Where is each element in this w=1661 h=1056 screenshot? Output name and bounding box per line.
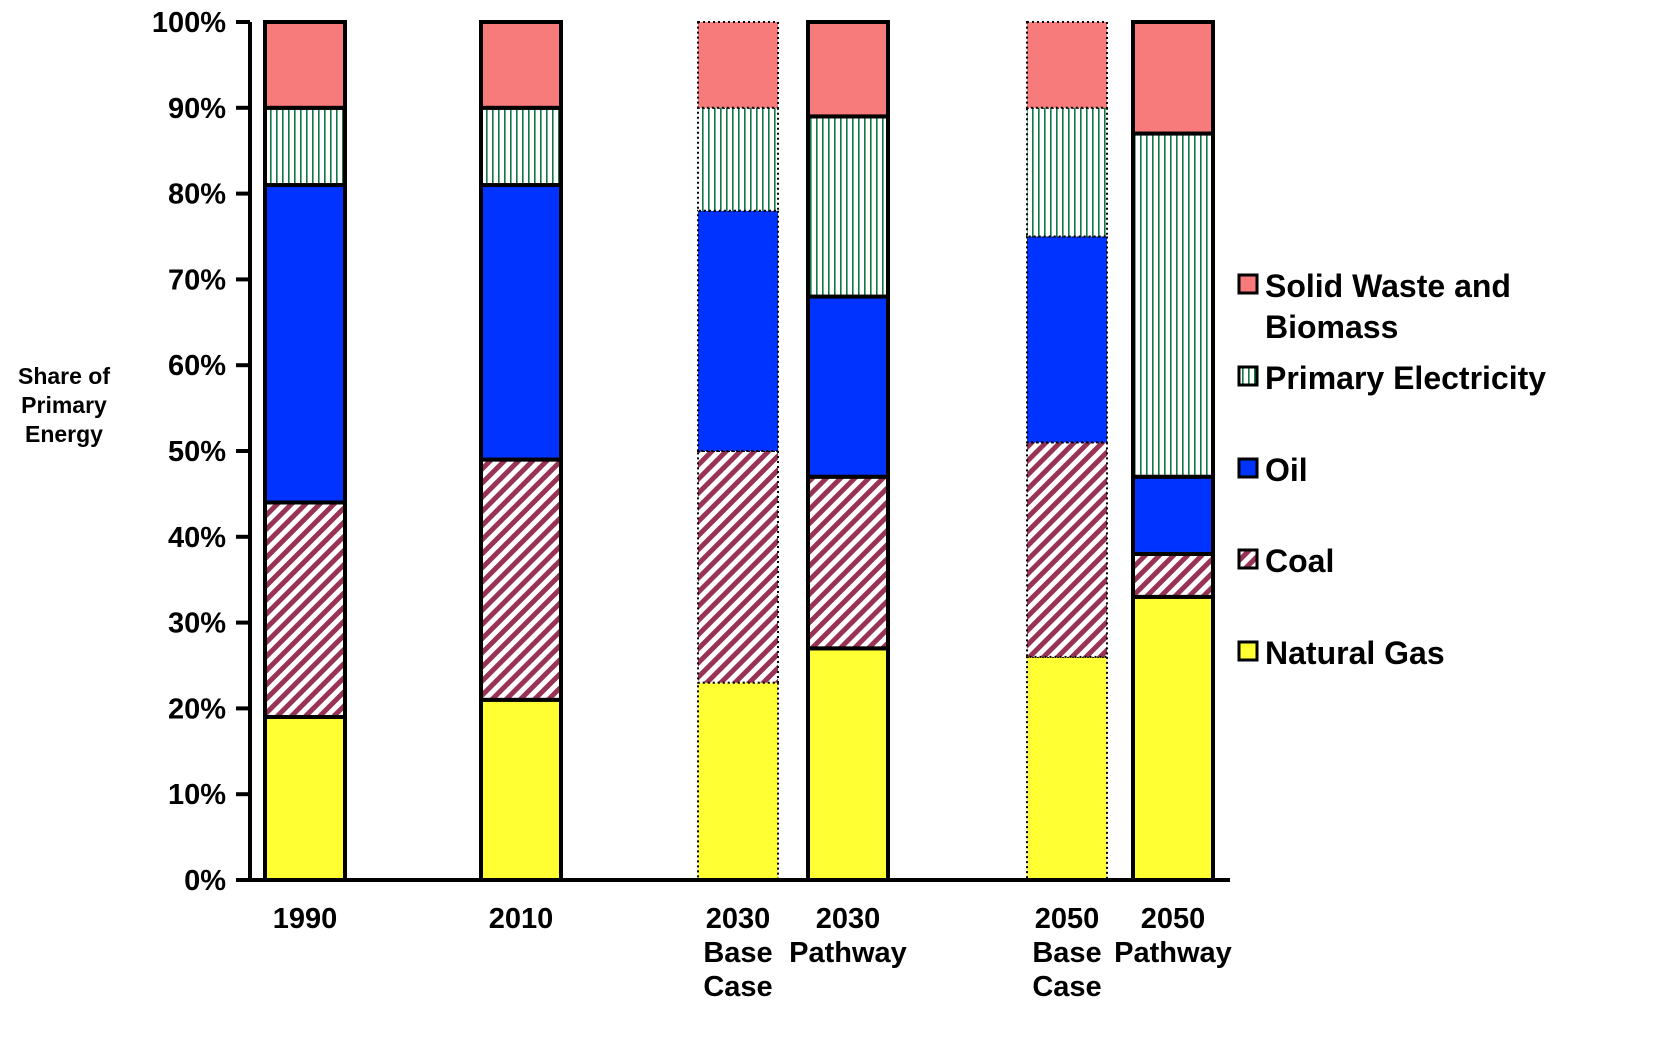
- y-axis-label: Share of Primary Energy: [18, 363, 110, 447]
- segment-primary-electricity: [1026, 106, 1108, 238]
- segment-primary-electricity: [263, 105, 347, 188]
- legend: Solid Waste and Biomass Primary Electricit…: [1237, 268, 1546, 671]
- segment-coal: [697, 450, 779, 684]
- legend-label: Natural Gas: [1265, 635, 1445, 671]
- segment-oil: [263, 183, 347, 505]
- segment-natural-gas: [1026, 655, 1108, 881]
- segment-oil: [1026, 235, 1108, 444]
- y-tick-label: 40%: [168, 522, 226, 554]
- segment-natural-gas: [697, 681, 779, 881]
- bar-2010: [479, 20, 563, 882]
- segment-oil: [806, 294, 890, 479]
- bars-layer: [263, 20, 1215, 883]
- segment-coal: [1131, 551, 1215, 599]
- y-tick-label: 70%: [168, 264, 226, 296]
- segment-solid-waste-and-biomass: [263, 20, 347, 110]
- x-tick-label: 2050 Base Case: [1032, 903, 1101, 1003]
- y-tick-label: 0%: [184, 865, 226, 897]
- segment-oil: [697, 209, 779, 452]
- segment-coal: [479, 457, 563, 702]
- y-tick-label: 100%: [152, 7, 226, 39]
- x-tick-label: 2030 Base Case: [703, 903, 772, 1003]
- x-tick-label: 2030 Pathway: [789, 903, 907, 969]
- segment-solid-waste-and-biomass: [479, 20, 563, 110]
- y-axis: [236, 20, 1230, 882]
- segment-solid-waste-and-biomass: [1026, 21, 1108, 109]
- segment-solid-waste-and-biomass: [1131, 20, 1215, 136]
- segment-natural-gas: [263, 714, 347, 882]
- y-tick-label: 10%: [168, 779, 226, 811]
- legend-item-natural-gas: Natural Gas: [1237, 635, 1445, 671]
- segment-primary-electricity: [1131, 131, 1215, 479]
- x-tick-label: 2050 Pathway: [1114, 903, 1232, 969]
- legend-item-primary-electricity: Primary Electricity: [1237, 360, 1546, 396]
- bar-1990: [263, 20, 347, 882]
- y-tick-label: 50%: [168, 436, 226, 468]
- y-tick-label: 80%: [168, 179, 226, 211]
- legend-swatch: [1237, 548, 1259, 570]
- legend-swatch: [1237, 457, 1259, 479]
- segment-coal: [1026, 441, 1108, 658]
- y-tick-label: 20%: [168, 693, 226, 725]
- x-tick-label: 2010: [489, 903, 554, 935]
- legend-label: Coal: [1265, 543, 1334, 579]
- y-tick-label: 60%: [168, 350, 226, 382]
- segment-solid-waste-and-biomass: [806, 20, 890, 119]
- legend-item-coal: Coal: [1237, 543, 1334, 579]
- segment-primary-electricity: [479, 105, 563, 188]
- segment-coal: [263, 500, 347, 719]
- x-category-labels: 1990 2010 2030 Base Case 2030 Pathway 2050 Base C…: [273, 903, 1232, 1003]
- legend-label: Primary Electricity: [1265, 360, 1546, 396]
- segment-natural-gas: [1131, 594, 1215, 882]
- segment-solid-waste-and-biomass: [697, 21, 779, 109]
- legend-item-solid-waste-and-biomass: Solid Waste and Biomass: [1237, 268, 1511, 345]
- bar-2030-base-case: [697, 21, 779, 881]
- segment-natural-gas: [806, 646, 890, 883]
- segment-coal: [806, 474, 890, 651]
- segment-oil: [1131, 474, 1215, 556]
- legend-swatch: [1237, 365, 1259, 387]
- legend-item-oil: Oil: [1237, 452, 1308, 488]
- bar-2050-base-case: [1026, 21, 1108, 881]
- y-tick-label: 90%: [168, 93, 226, 125]
- segment-primary-electricity: [806, 114, 890, 299]
- legend-swatch: [1237, 273, 1259, 295]
- segment-natural-gas: [479, 697, 563, 882]
- legend-label: Solid Waste and Biomass: [1265, 268, 1511, 345]
- segment-primary-electricity: [697, 106, 779, 212]
- segment-oil: [479, 183, 563, 462]
- x-tick-label: 1990: [273, 903, 338, 935]
- bar-2050-pathway: [1131, 20, 1215, 882]
- y-tick-labels: 0% 10% 20% 30% 40% 50% 60% 70% 80% 90% 100%: [152, 7, 226, 897]
- bar-2030-pathway: [806, 20, 890, 883]
- legend-label: Oil: [1265, 452, 1308, 488]
- legend-swatch: [1237, 640, 1259, 662]
- y-tick-label: 30%: [168, 608, 226, 640]
